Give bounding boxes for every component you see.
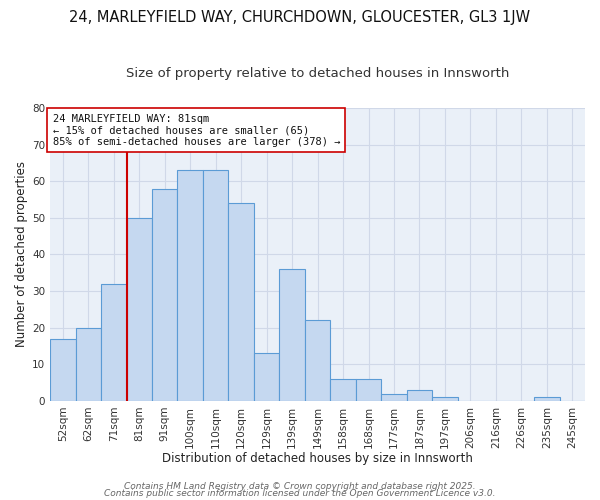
Text: 24 MARLEYFIELD WAY: 81sqm
← 15% of detached houses are smaller (65)
85% of semi-: 24 MARLEYFIELD WAY: 81sqm ← 15% of detac… <box>53 114 340 146</box>
Bar <box>305 320 331 401</box>
Bar <box>203 170 229 401</box>
Text: Contains public sector information licensed under the Open Government Licence v3: Contains public sector information licen… <box>104 489 496 498</box>
Bar <box>101 284 127 401</box>
Bar <box>407 390 432 401</box>
Text: 24, MARLEYFIELD WAY, CHURCHDOWN, GLOUCESTER, GL3 1JW: 24, MARLEYFIELD WAY, CHURCHDOWN, GLOUCES… <box>70 10 530 25</box>
Bar <box>254 354 280 401</box>
X-axis label: Distribution of detached houses by size in Innsworth: Distribution of detached houses by size … <box>162 452 473 465</box>
Bar <box>229 203 254 401</box>
Bar <box>152 188 178 401</box>
Bar <box>280 269 305 401</box>
Bar <box>432 397 458 401</box>
Bar <box>50 338 76 401</box>
Bar <box>331 379 356 401</box>
Title: Size of property relative to detached houses in Innsworth: Size of property relative to detached ho… <box>126 68 509 80</box>
Bar <box>534 397 560 401</box>
Bar <box>178 170 203 401</box>
Bar <box>381 394 407 401</box>
Bar <box>76 328 101 401</box>
Y-axis label: Number of detached properties: Number of detached properties <box>15 162 28 348</box>
Bar <box>127 218 152 401</box>
Bar <box>356 379 381 401</box>
Text: Contains HM Land Registry data © Crown copyright and database right 2025.: Contains HM Land Registry data © Crown c… <box>124 482 476 491</box>
